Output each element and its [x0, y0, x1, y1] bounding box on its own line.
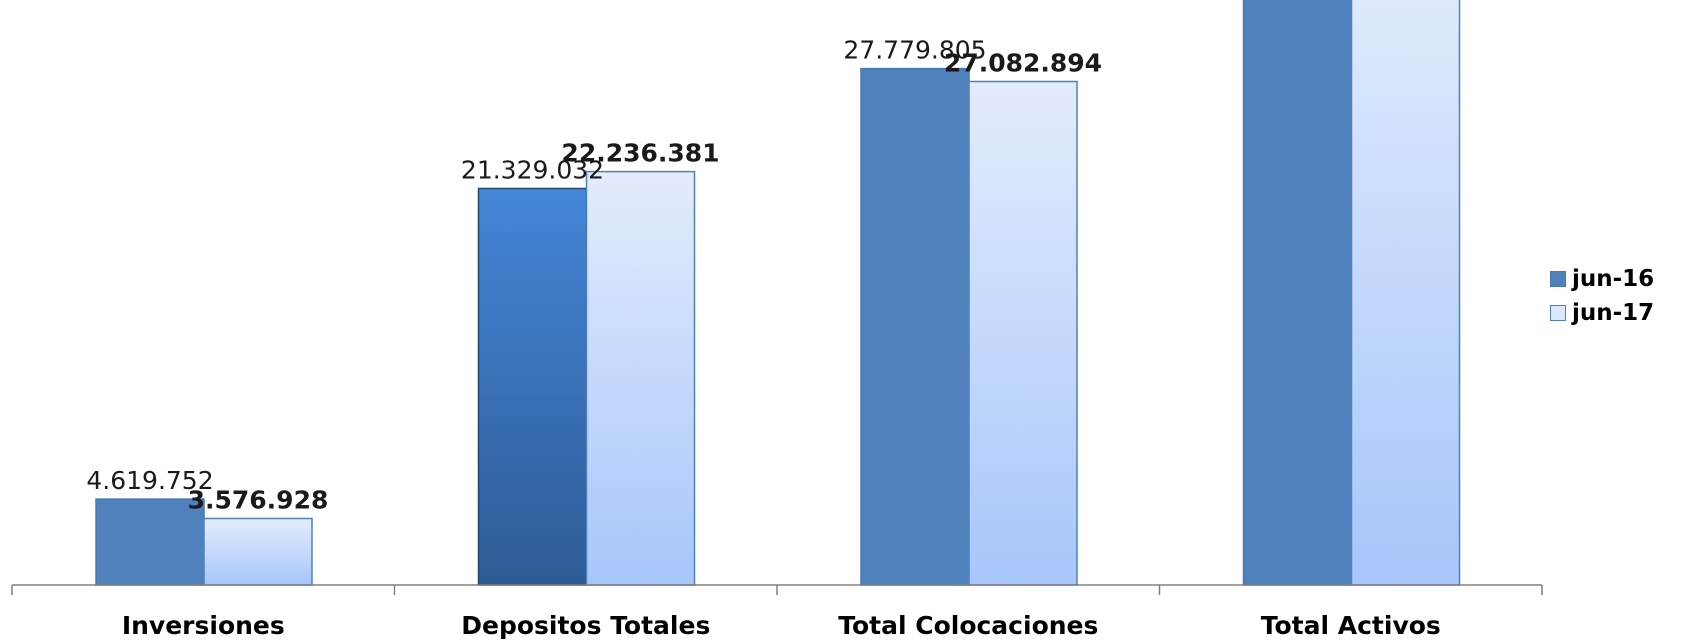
- data-label-jun-17-2: 27.082.894: [944, 49, 1102, 78]
- bar-jun-16-inversiones: [95, 498, 205, 586]
- category-label-3: Total Activos: [1261, 611, 1441, 640]
- bar-jun-17-total-colocaciones: [968, 80, 1078, 586]
- data-label-jun-16-0: 4.619.752: [86, 466, 213, 495]
- data-label-jun-16-2: 27.779.805: [843, 36, 986, 65]
- data-label-jun-17-0: 3.576.928: [188, 486, 329, 515]
- bar-jun-16-total-colocaciones: [860, 67, 970, 586]
- bar-jun-17-inversiones: [203, 517, 313, 586]
- bar-jun-16-depositos-totales: [477, 187, 588, 586]
- category-label-0: Inversiones: [122, 611, 285, 640]
- category-label-2: Total Colocaciones: [838, 611, 1098, 640]
- bar-jun-17-total-activos: [1350, 0, 1461, 586]
- bar-jun-17-depositos-totales: [585, 170, 696, 586]
- legend-item-series-2: jun-17: [1550, 296, 1654, 330]
- legend-swatch-series-2: [1550, 305, 1566, 321]
- legend-label-series-1: jun-16: [1572, 266, 1655, 292]
- bar-jun-16-total-activos: [1242, 0, 1353, 586]
- category-label-1: Depositos Totales: [461, 611, 710, 640]
- legend-label-series-2: jun-17: [1572, 300, 1655, 326]
- legend-swatch-series-1: [1550, 271, 1566, 287]
- legend-item-series-1: jun-16: [1550, 262, 1654, 296]
- data-label-jun-16-1: 21.329.032: [461, 156, 604, 185]
- data-label-jun-17-1: 22.236.381: [561, 139, 719, 168]
- legend: jun-16 jun-17: [1550, 262, 1654, 330]
